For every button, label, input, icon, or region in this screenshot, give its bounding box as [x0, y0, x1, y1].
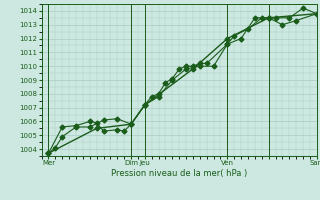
- X-axis label: Pression niveau de la mer( hPa ): Pression niveau de la mer( hPa ): [111, 169, 247, 178]
